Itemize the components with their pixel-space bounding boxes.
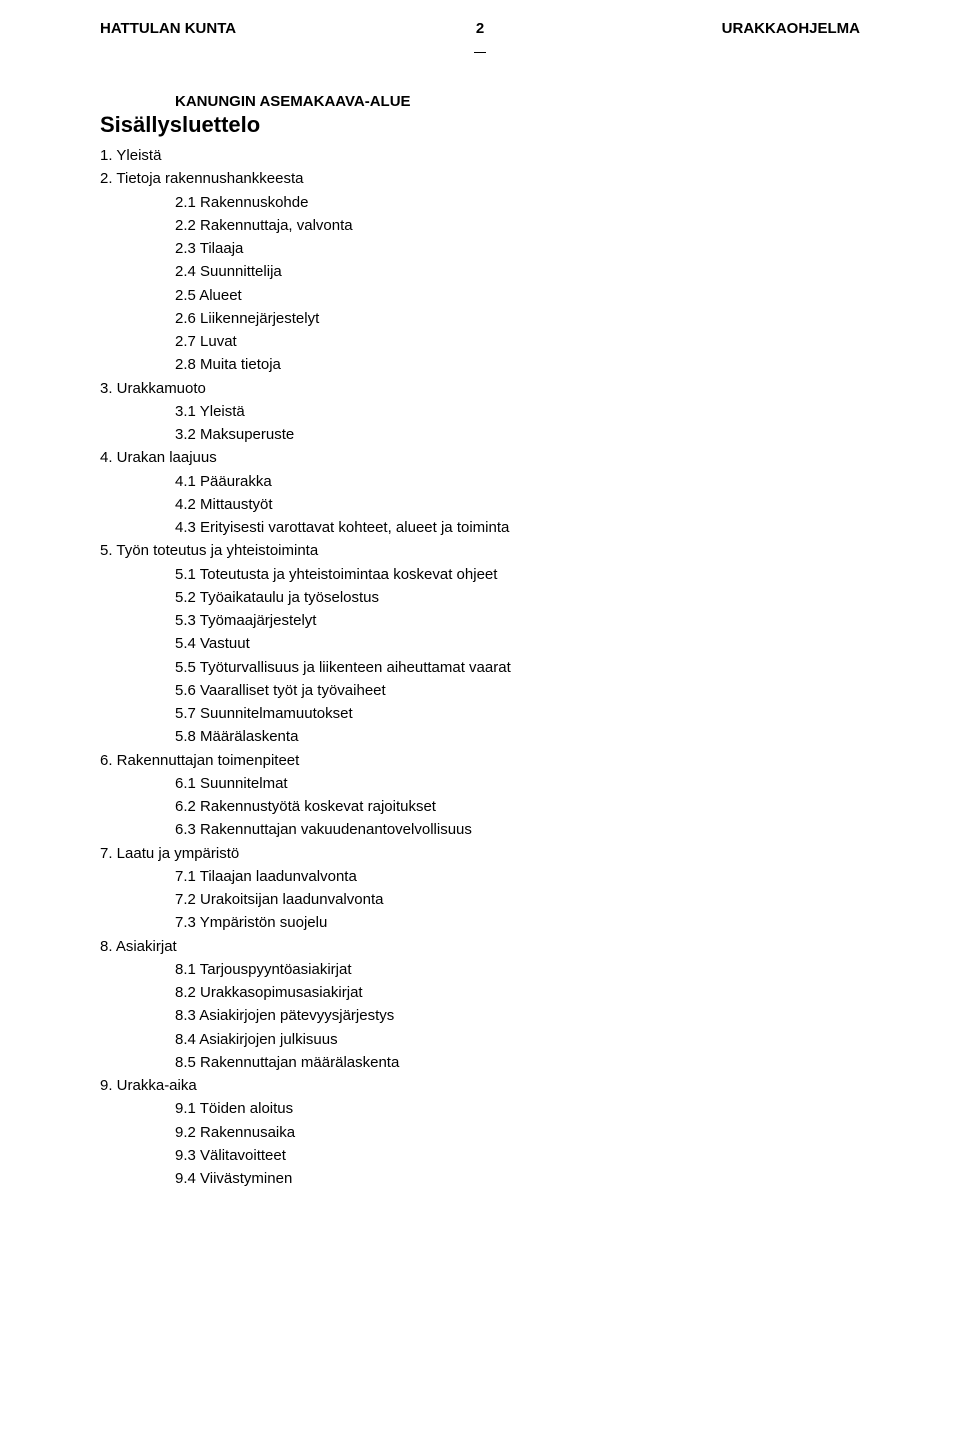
toc-item-lvl1: 7. Laatu ja ympäristö [100,842,860,865]
toc-item-lvl2: 7.3 Ympäristön suojelu [100,911,860,934]
toc-item-lvl2: 2.4 Suunnittelija [100,260,860,283]
page-number-underline [474,52,486,53]
toc-item-lvl2: 2.2 Rakennuttaja, valvonta [100,214,860,237]
toc-item-lvl2: 4.3 Erityisesti varottavat kohteet, alue… [100,516,860,539]
toc-item-lvl2: 6.1 Suunnitelmat [100,772,860,795]
toc-item-lvl2: 5.7 Suunnitelmamuutokset [100,702,860,725]
toc-item-lvl2: 5.6 Vaaralliset työt ja työvaiheet [100,679,860,702]
toc-item-lvl2: 9.1 Töiden aloitus [100,1097,860,1120]
toc-item-lvl1: 3. Urakkamuoto [100,377,860,400]
toc-item-lvl1: 5. Työn toteutus ja yhteistoiminta [100,539,860,562]
document-subtitle: KANUNGIN ASEMAKAAVA-ALUE [100,93,860,110]
toc-item-lvl2: 5.4 Vastuut [100,632,860,655]
toc-item-lvl2: 8.1 Tarjouspyyntöasiakirjat [100,958,860,981]
toc-item-lvl1: 8. Asiakirjat [100,935,860,958]
toc-item-lvl2: 2.5 Alueet [100,284,860,307]
toc-item-lvl2: 8.5 Rakennuttajan määrälaskenta [100,1051,860,1074]
toc-item-lvl2: 9.3 Välitavoitteet [100,1144,860,1167]
header-right: URAKKAOHJELMA [496,20,860,37]
toc-item-lvl2: 2.3 Tilaaja [100,237,860,260]
toc-item-lvl1: 9. Urakka-aika [100,1074,860,1097]
toc-item-lvl2: 5.1 Toteutusta ja yhteistoimintaa koskev… [100,563,860,586]
toc-item-lvl2: 9.4 Viivästyminen [100,1167,860,1190]
toc-item-lvl2: 2.6 Liikennejärjestelyt [100,307,860,330]
header-page-number: 2 [464,20,496,53]
toc-item-lvl2: 9.2 Rakennusaika [100,1121,860,1144]
toc-item-lvl2: 4.2 Mittaustyöt [100,493,860,516]
toc-item-lvl2: 2.1 Rakennuskohde [100,191,860,214]
toc-item-lvl1: 1. Yleistä [100,144,860,167]
page-header: HATTULAN KUNTA 2 URAKKAOHJELMA [100,20,860,53]
document-title: Sisällysluettelo [100,112,860,138]
toc-item-lvl2: 2.7 Luvat [100,330,860,353]
toc-item-lvl2: 5.8 Määrälaskenta [100,725,860,748]
toc-item-lvl1: 6. Rakennuttajan toimenpiteet [100,749,860,772]
toc-item-lvl2: 8.2 Urakkasopimusasiakirjat [100,981,860,1004]
toc-item-lvl2: 5.2 Työaikataulu ja työselostus [100,586,860,609]
toc-item-lvl2: 5.3 Työmaajärjestelyt [100,609,860,632]
toc-item-lvl2: 8.3 Asiakirjojen pätevyysjärjestys [100,1004,860,1027]
toc-item-lvl2: 6.2 Rakennustyötä koskevat rajoitukset [100,795,860,818]
toc-item-lvl2: 3.1 Yleistä [100,400,860,423]
toc-item-lvl2: 2.8 Muita tietoja [100,353,860,376]
toc-item-lvl2: 3.2 Maksuperuste [100,423,860,446]
toc-item-lvl2: 6.3 Rakennuttajan vakuudenantovelvollisu… [100,818,860,841]
toc-item-lvl1: 2. Tietoja rakennushankkeesta [100,167,860,190]
toc-item-lvl2: 7.2 Urakoitsijan laadunvalvonta [100,888,860,911]
table-of-contents: 1. Yleistä2. Tietoja rakennushankkeesta2… [100,144,860,1190]
header-left: HATTULAN KUNTA [100,20,464,37]
toc-item-lvl2: 4.1 Pääurakka [100,470,860,493]
page-number: 2 [476,20,484,37]
toc-item-lvl2: 5.5 Työturvallisuus ja liikenteen aiheut… [100,656,860,679]
toc-item-lvl1: 4. Urakan laajuus [100,446,860,469]
toc-item-lvl2: 8.4 Asiakirjojen julkisuus [100,1028,860,1051]
toc-item-lvl2: 7.1 Tilaajan laadunvalvonta [100,865,860,888]
